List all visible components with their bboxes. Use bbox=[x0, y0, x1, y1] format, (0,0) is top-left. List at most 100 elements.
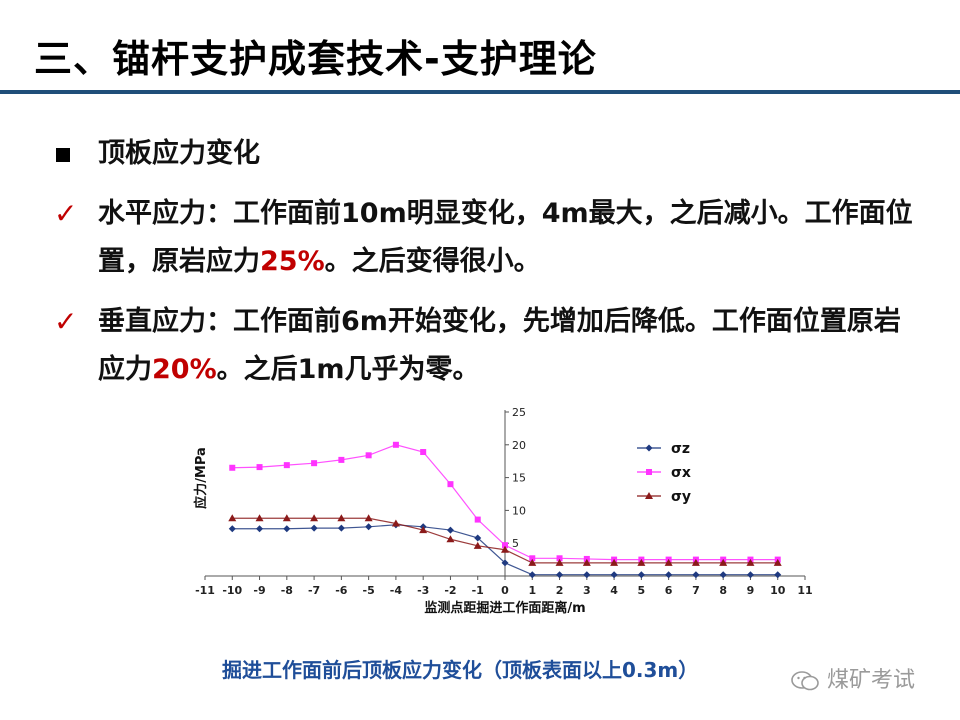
x-tick-label: 1 bbox=[528, 584, 536, 597]
data-point bbox=[338, 456, 345, 463]
data-point bbox=[420, 449, 427, 456]
x-tick-label: 8 bbox=[719, 584, 727, 597]
data-point bbox=[719, 558, 728, 566]
bullet-list: 顶板应力变化 ✓ 水平应力：工作面前10m明显变化，4m最大，之后减小。工作面位… bbox=[54, 130, 914, 406]
y-tick-label: 10 bbox=[512, 504, 526, 517]
data-point bbox=[746, 558, 755, 566]
x-tick-label: -4 bbox=[390, 584, 403, 597]
data-point bbox=[255, 514, 264, 522]
data-point bbox=[502, 542, 508, 549]
data-point bbox=[528, 571, 536, 579]
data-point bbox=[610, 558, 619, 566]
y-tick-label: 15 bbox=[512, 472, 526, 485]
x-tick-label: -10 bbox=[222, 584, 242, 597]
data-point bbox=[529, 555, 536, 562]
bullet-vertical-stress: ✓ 垂直应力：工作面前6m开始变化，先增加后降低。工作面位置原岩应力20%。之后… bbox=[54, 298, 914, 394]
data-point bbox=[474, 516, 481, 523]
data-point bbox=[337, 514, 346, 522]
x-tick-label: 7 bbox=[692, 584, 700, 597]
data-point bbox=[337, 524, 345, 532]
data-point bbox=[365, 452, 372, 459]
data-point bbox=[692, 571, 700, 579]
check-icon: ✓ bbox=[54, 305, 78, 338]
bullet-heading: 顶板应力变化 bbox=[54, 130, 914, 178]
data-point bbox=[556, 571, 564, 579]
data-point bbox=[582, 558, 591, 566]
bullet-text: 垂直应力：工作面前6m开始变化，先增加后降低。工作面位置原岩应力 bbox=[98, 306, 901, 385]
data-point bbox=[256, 464, 263, 471]
data-point bbox=[228, 514, 237, 522]
data-point bbox=[364, 514, 373, 522]
data-point bbox=[746, 571, 754, 579]
x-tick-label: 5 bbox=[638, 584, 646, 597]
data-point bbox=[447, 481, 454, 488]
chart-caption: 掘进工作面前后顶板应力变化（顶板表面以上0.3m） bbox=[222, 658, 699, 682]
data-point bbox=[311, 460, 318, 467]
x-tick-label: 4 bbox=[610, 584, 618, 597]
watermark: 煤矿考试 bbox=[790, 662, 915, 694]
data-point bbox=[528, 558, 537, 566]
x-tick-label: -2 bbox=[444, 584, 456, 597]
data-point bbox=[773, 558, 782, 566]
data-point bbox=[256, 525, 264, 533]
x-axis-label: 监测点距掘进工作面距离/m bbox=[424, 600, 585, 616]
x-tick-label: -11 bbox=[195, 584, 215, 597]
x-tick-label: 3 bbox=[583, 584, 591, 597]
x-tick-label: 0 bbox=[501, 584, 509, 597]
data-point bbox=[473, 541, 482, 549]
data-point bbox=[774, 571, 782, 579]
data-point bbox=[282, 514, 291, 522]
data-point bbox=[501, 545, 509, 553]
x-tick-label: -8 bbox=[281, 584, 293, 597]
data-point bbox=[610, 571, 618, 579]
data-point bbox=[310, 514, 319, 522]
x-tick-label: -3 bbox=[417, 584, 429, 597]
x-tick-label: -7 bbox=[308, 584, 320, 597]
data-point bbox=[664, 558, 673, 566]
bullet-text: 顶板应力变化 bbox=[98, 138, 260, 169]
data-point bbox=[719, 571, 727, 579]
data-point bbox=[474, 534, 482, 542]
data-point bbox=[583, 571, 591, 579]
y-tick-label: 25 bbox=[512, 406, 526, 419]
square-bullet-icon bbox=[54, 130, 70, 178]
bullet-text-end: 。之后1m几乎为零。 bbox=[216, 354, 480, 385]
check-icon: ✓ bbox=[54, 197, 78, 230]
data-point bbox=[229, 464, 236, 471]
data-point bbox=[637, 571, 645, 579]
bullet-horizontal-stress: ✓ 水平应力：工作面前10m明显变化，4m最大，之后减小。工作面位置，原岩应力2… bbox=[54, 190, 914, 286]
data-point bbox=[446, 535, 455, 543]
legend-label: σx bbox=[671, 465, 691, 481]
x-tick-label: 11 bbox=[797, 584, 812, 597]
legend-marker bbox=[646, 469, 652, 475]
data-point bbox=[555, 558, 564, 566]
legend-label: σz bbox=[671, 441, 690, 457]
data-point bbox=[365, 523, 373, 531]
x-tick-label: 2 bbox=[556, 584, 564, 597]
title-rule bbox=[0, 90, 960, 94]
data-point bbox=[446, 526, 454, 534]
data-point bbox=[228, 525, 236, 533]
x-tick-label: -1 bbox=[472, 584, 484, 597]
y-tick-label: 20 bbox=[512, 439, 526, 452]
y-axis-label: 应力/MPa bbox=[193, 447, 209, 509]
data-point bbox=[637, 558, 646, 566]
x-tick-label: -9 bbox=[253, 584, 265, 597]
data-point bbox=[501, 559, 509, 567]
legend-marker bbox=[645, 444, 653, 452]
stress-line-chart: -11 -10 -9 -8 -7 -6 -5 -4 -3 -2 -1 0 1 2 3 4 5 6 7 8 9 10 1151… bbox=[193, 406, 813, 616]
wechat-icon bbox=[791, 671, 819, 691]
y-tick-label: 5 bbox=[512, 537, 519, 550]
data-point bbox=[419, 526, 428, 534]
x-tick-label: 6 bbox=[665, 584, 673, 597]
data-point bbox=[391, 519, 400, 527]
bullet-text: 水平应力：工作面前10m明显变化，4m最大，之后减小。工作面位置，原岩应力 bbox=[98, 198, 913, 277]
legend-label: σy bbox=[671, 489, 691, 505]
x-tick-label: 9 bbox=[747, 584, 755, 597]
x-tick-label: -6 bbox=[335, 584, 348, 597]
data-point bbox=[665, 571, 673, 579]
data-point bbox=[310, 524, 318, 532]
data-point bbox=[691, 558, 700, 566]
watermark-text: 煤矿考试 bbox=[827, 668, 916, 693]
slide-title: 三、锚杆支护成套技术-支护理论 bbox=[34, 37, 597, 81]
